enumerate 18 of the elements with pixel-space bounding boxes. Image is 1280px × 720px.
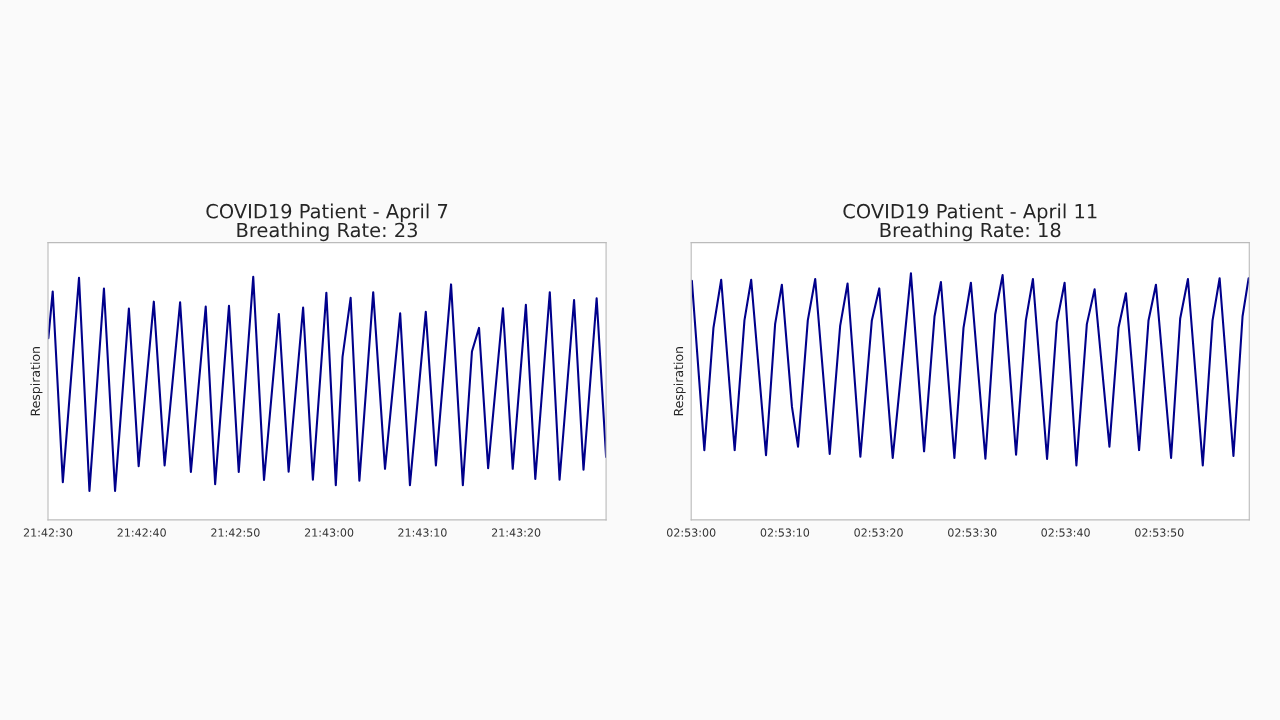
x-tick-label: 21:42:30 [23,528,73,537]
x-tick-label: 21:43:20 [491,528,541,537]
chart-subtitle: Breathing Rate: 23 [237,222,417,242]
x-tick-label: 02:53:40 [1041,528,1090,537]
x-tick-label: 02:53:30 [948,528,997,537]
x-tick-label: 21:43:10 [398,528,447,537]
x-tick-label: 21:42:50 [211,528,260,537]
x-tick-label: 02:53:50 [1135,528,1184,537]
chart-title: COVID19 Patient - April 11 [843,203,1097,223]
x-tick-label: 02:53:00 [666,528,716,537]
y-axis-title: Respiration [673,347,686,416]
chart-title: COVID19 Patient - April 7 [206,203,448,223]
x-tick-label: 02:53:20 [854,528,903,537]
chart-subtitle: Breathing Rate: 18 [880,222,1061,242]
x-tick-label: 21:42:40 [117,528,166,537]
x-tick-label: 02:53:10 [760,528,810,537]
x-tick-label: 21:43:00 [304,528,354,537]
y-axis-title: Respiration [30,347,43,416]
